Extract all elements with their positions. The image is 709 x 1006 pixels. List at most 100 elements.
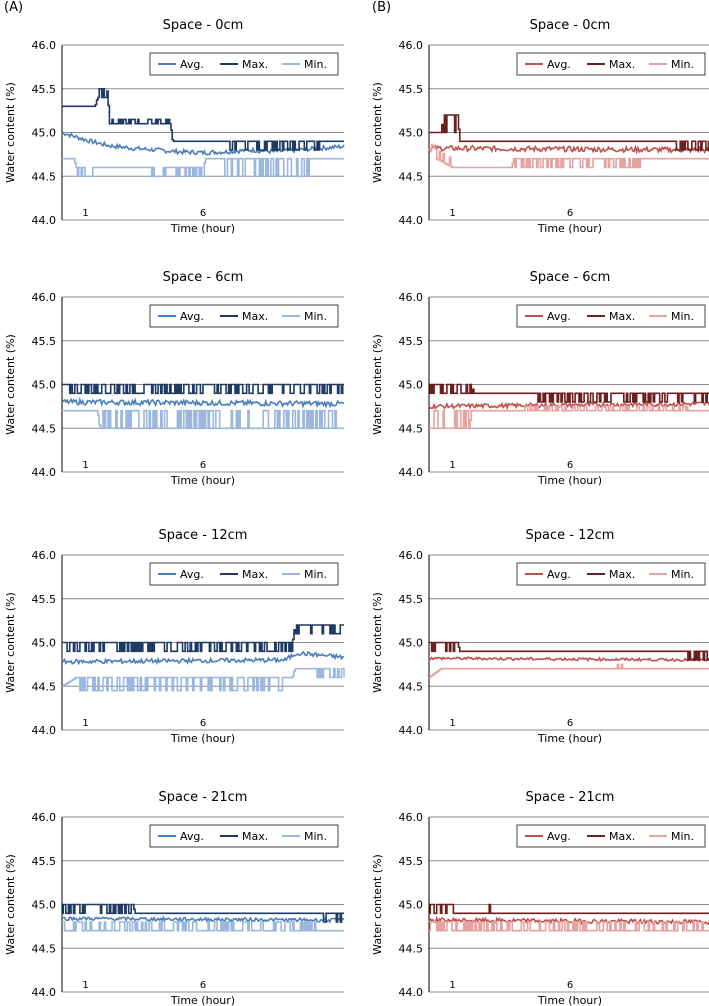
x-axis-label: Time (hour) <box>537 732 602 745</box>
x-tick-label: 6 <box>567 460 573 471</box>
x-axis-label: Time (hour) <box>170 732 235 745</box>
x-tick-label: 1 <box>449 980 455 991</box>
y-tick-label: 45.0 <box>399 379 424 392</box>
y-tick-label: 45.0 <box>32 379 57 392</box>
legend-label-min: Min. <box>671 58 694 71</box>
y-axis-label: Water content (%) <box>4 592 17 693</box>
y-tick-label: 46.0 <box>399 549 424 562</box>
y-tick-label: 45.5 <box>32 83 57 96</box>
y-tick-label: 44.0 <box>32 214 57 227</box>
chart-title: Space - 0cm <box>163 18 244 33</box>
series-line-avg <box>61 397 345 409</box>
chart-a-3: Space - 21cm 46.0 45.5 45.0 44.5 44.0 Water co… <box>4 790 345 1006</box>
legend-label-avg: Avg. <box>180 830 204 843</box>
x-axis-label: Time (hour) <box>537 994 602 1006</box>
y-tick-label: 46.0 <box>399 811 424 824</box>
x-tick-label: 6 <box>200 208 206 219</box>
series-line-max <box>429 903 709 915</box>
legend-label-min: Min. <box>671 310 694 323</box>
legend-label-max: Max. <box>609 568 635 581</box>
legend-label-min: Min. <box>671 568 694 581</box>
legend-box <box>516 824 706 848</box>
series-line-min <box>62 157 344 178</box>
legend-label-min: Min. <box>304 568 327 581</box>
y-tick-label: 45.5 <box>399 593 424 606</box>
series-line-max <box>429 383 709 403</box>
chart-b-3: Space - 21cm 46.0 45.5 45.0 44.5 44.0 Water co… <box>371 790 709 1006</box>
x-tick-label: 6 <box>200 460 206 471</box>
x-tick-label: 1 <box>82 718 88 729</box>
y-tick-label: 45.5 <box>399 83 424 96</box>
y-axis-label: Water content (%) <box>371 82 384 183</box>
series-line-min <box>429 921 709 932</box>
series-line-min <box>429 143 709 169</box>
chart-title: Space - 6cm <box>530 270 611 285</box>
y-axis-label: Water content (%) <box>4 854 17 955</box>
chart-b-1: Space - 6cm 46.0 45.5 45.0 44.5 44.0 Water con… <box>371 270 709 487</box>
y-tick-label: 44.0 <box>399 214 424 227</box>
y-tick-label: 44.5 <box>32 422 57 435</box>
y-tick-label: 44.0 <box>399 466 424 479</box>
y-tick-label: 44.5 <box>399 170 424 183</box>
x-axis-label: Time (hour) <box>170 474 235 487</box>
legend-box <box>149 824 339 848</box>
series-line-avg <box>61 915 345 924</box>
chart-a-0: Space - 0cm 46.0 45.5 45.0 44.5 44.0 Water con… <box>4 18 345 235</box>
series-line-max <box>62 903 344 923</box>
legend-label-avg: Avg. <box>180 58 204 71</box>
series-line-max <box>429 114 709 151</box>
chart-title: Space - 6cm <box>163 270 244 285</box>
legend-box <box>149 52 339 76</box>
legend-box <box>149 562 339 586</box>
chart-title: Space - 21cm <box>526 790 615 805</box>
legend-label-avg: Avg. <box>180 568 204 581</box>
y-tick-label: 44.0 <box>32 724 57 737</box>
y-tick-label: 46.0 <box>32 549 57 562</box>
x-tick-label: 6 <box>567 980 573 991</box>
legend-box <box>149 304 339 328</box>
series-line-min <box>62 409 344 430</box>
chart-a-2: Space - 12cm 46.0 45.5 45.0 44.5 44.0 Water co… <box>4 528 345 745</box>
x-tick-label: 1 <box>449 718 455 729</box>
chart-a-1: Space - 6cm 46.0 45.5 45.0 44.5 44.0 Water con… <box>4 270 345 487</box>
y-tick-label: 44.0 <box>32 466 57 479</box>
series-line-avg <box>61 650 345 666</box>
series-line-avg <box>428 400 709 411</box>
y-tick-label: 46.0 <box>399 291 424 304</box>
legend-box <box>516 562 706 586</box>
x-axis-label: Time (hour) <box>537 222 602 235</box>
chart-title: Space - 0cm <box>530 18 611 33</box>
chart-title: Space - 12cm <box>159 528 248 543</box>
legend-label-min: Min. <box>304 830 327 843</box>
y-tick-label: 44.5 <box>32 942 57 955</box>
y-axis-label: Water content (%) <box>4 82 17 183</box>
y-tick-label: 45.0 <box>32 899 57 912</box>
y-tick-label: 44.0 <box>32 986 57 999</box>
series-line-max <box>62 88 344 151</box>
y-tick-label: 46.0 <box>32 39 57 52</box>
y-tick-label: 46.0 <box>32 291 57 304</box>
y-tick-label: 45.0 <box>399 637 424 650</box>
legend-label-max: Max. <box>609 310 635 323</box>
legend-label-max: Max. <box>609 830 635 843</box>
y-tick-label: 44.5 <box>32 680 57 693</box>
y-tick-label: 45.5 <box>32 593 57 606</box>
panel-a-label: (A) <box>4 0 24 15</box>
legend-label-avg: Avg. <box>547 58 571 71</box>
y-tick-label: 45.0 <box>399 127 424 140</box>
panel-b-label: (B) <box>372 0 392 15</box>
y-tick-label: 46.0 <box>399 39 424 52</box>
series-line-min <box>62 667 345 692</box>
legend-label-max: Max. <box>242 830 268 843</box>
y-axis-label: Water content (%) <box>371 592 384 693</box>
legend-box <box>516 52 706 76</box>
y-axis-label: Water content (%) <box>371 854 384 955</box>
legend-label-avg: Avg. <box>547 568 571 581</box>
series-line-max <box>62 624 344 653</box>
legend-label-avg: Avg. <box>180 310 204 323</box>
x-tick-label: 1 <box>449 460 455 471</box>
y-tick-label: 44.5 <box>32 170 57 183</box>
chart-b-0: Space - 0cm 46.0 45.5 45.0 44.5 44.0 Water con… <box>371 18 709 235</box>
legend-box <box>516 304 706 328</box>
